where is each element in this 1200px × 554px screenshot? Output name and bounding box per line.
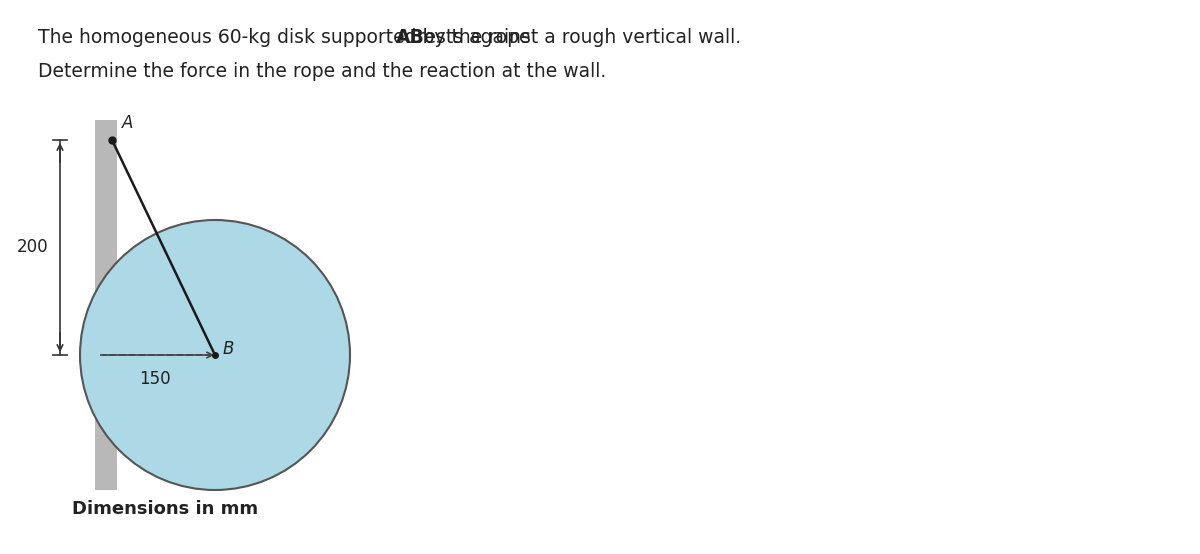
Text: A: A	[122, 114, 133, 132]
Text: B: B	[223, 340, 234, 358]
Text: The homogeneous 60-kg disk supported by the rope: The homogeneous 60-kg disk supported by …	[38, 28, 536, 47]
Text: 200: 200	[17, 239, 48, 257]
Bar	[95, 120, 118, 490]
Text: 150: 150	[139, 370, 170, 388]
Text: rests against a rough vertical wall.: rests against a rough vertical wall.	[412, 28, 742, 47]
Text: AB: AB	[396, 28, 425, 47]
Text: Determine the force in the rope and the reaction at the wall.: Determine the force in the rope and the …	[38, 62, 606, 81]
Text: Dimensions in mm: Dimensions in mm	[72, 500, 258, 518]
Circle shape	[80, 220, 350, 490]
